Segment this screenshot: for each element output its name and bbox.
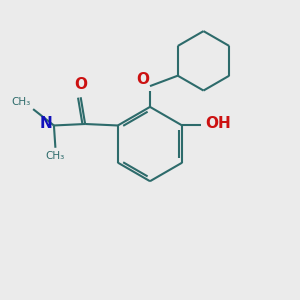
Text: N: N: [40, 116, 52, 131]
Text: O: O: [136, 72, 149, 87]
Text: O: O: [74, 77, 87, 92]
Text: CH₃: CH₃: [46, 151, 65, 161]
Text: CH₃: CH₃: [11, 97, 31, 107]
Text: OH: OH: [206, 116, 231, 131]
